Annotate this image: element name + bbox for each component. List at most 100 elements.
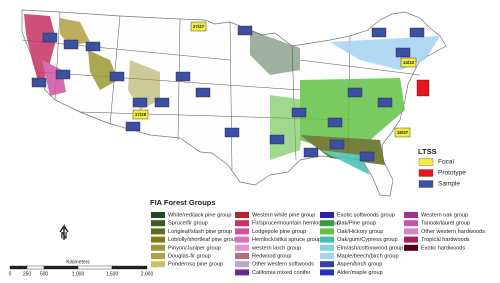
legend-swatch <box>151 212 165 218</box>
sample-box <box>377 97 393 108</box>
legend-swatch <box>404 220 418 227</box>
legend-label: Oak/Pine group <box>337 221 376 227</box>
legend-label: Tanoak/laurel group <box>421 221 470 227</box>
legend-label: Fir/spruce/mountain hemlock group <box>252 221 340 227</box>
sample-box <box>154 97 170 108</box>
legend-swatch <box>235 212 249 218</box>
sample-boxes <box>31 25 430 162</box>
us-map <box>21 9 447 197</box>
legend-swatch <box>404 244 418 251</box>
legend-swatch <box>235 261 249 268</box>
legend-swatch <box>418 158 434 166</box>
legend-swatch <box>320 261 334 268</box>
legend-label: Western white pine group <box>252 212 315 218</box>
sample-box <box>291 107 307 118</box>
legend-swatch <box>418 180 434 188</box>
legend-label: Western oak group <box>421 212 468 218</box>
box-label: 17/28 <box>135 112 147 117</box>
sample-box <box>347 87 363 98</box>
legend-swatch <box>320 253 334 259</box>
legend-swatch <box>320 269 334 276</box>
legend-label: western larch group <box>251 245 301 251</box>
focal-box <box>132 109 149 120</box>
legend-swatch <box>151 220 165 227</box>
sample-box <box>63 39 79 50</box>
legend-swatch <box>235 220 249 227</box>
sample-box <box>371 27 387 38</box>
sample-box <box>409 27 425 38</box>
legend-swatch <box>235 269 249 276</box>
legend-title: FIA Forest Groups <box>150 198 216 207</box>
sample-box <box>224 127 240 138</box>
sample-box <box>85 41 101 52</box>
legend-label: Other western hardwoods <box>421 229 485 235</box>
legend-label: Exotic softwoods group <box>337 212 395 218</box>
sample-box <box>359 151 375 162</box>
scale-label: 0 <box>9 271 12 277</box>
legend-swatch <box>320 244 334 251</box>
legend-label: Focal <box>438 159 454 166</box>
scale-label: 500 <box>40 271 49 277</box>
scale-segment <box>43 265 79 270</box>
legend-label: California mixed conifer <box>252 270 311 276</box>
focal-box <box>190 21 207 32</box>
box-label: 27/27 <box>193 24 205 29</box>
focal-box <box>394 127 411 138</box>
scale-label: 2,000 <box>141 271 154 277</box>
scale-segment <box>111 265 148 270</box>
legend-label: Oak/Hickory group <box>337 229 383 235</box>
legend-label: Spruce/fir group <box>168 221 208 227</box>
focal-boxes: 27/27 14/32 17/28 16/37 <box>132 21 417 138</box>
legend-label: Other western softwoods <box>252 262 314 268</box>
legend-label: Oak/gum/Cypress group <box>337 237 398 243</box>
sample-box <box>237 25 253 36</box>
scale-label: 250 <box>23 271 32 277</box>
legend-swatch <box>235 244 249 251</box>
legend-swatch <box>151 261 165 268</box>
legend-label: White/red/jack pine group <box>168 212 231 218</box>
legend-swatch <box>320 228 334 235</box>
legend-swatch <box>404 236 418 243</box>
box-label: 14/32 <box>403 60 415 65</box>
legend-label: Douglas-fir group <box>168 253 211 259</box>
legend-swatch <box>418 169 434 177</box>
legend-label: Aspen/birch group <box>337 262 382 268</box>
sample-box <box>109 71 125 82</box>
legend-label: Exotic hardwoods <box>421 245 465 251</box>
sample-box <box>269 134 285 145</box>
north-arrow: N <box>59 223 69 240</box>
legend-swatch <box>151 244 165 251</box>
focal-box <box>400 57 417 68</box>
box-label: 16/37 <box>397 130 409 135</box>
forest-legend: FIA Forest Groups White/red/jack pine gro… <box>150 198 485 276</box>
legend-label: Sample <box>438 181 460 188</box>
legend-swatch <box>151 253 165 259</box>
scale-segment <box>9 265 28 270</box>
legend-swatch <box>320 212 334 218</box>
sample-box <box>329 139 345 150</box>
legend-label: Loblolly/shortleaf pine group <box>168 237 238 243</box>
sample-box <box>55 69 71 80</box>
scale-segment <box>77 265 113 270</box>
legend-label: Maple/beech/birch group <box>337 253 399 259</box>
sample-box <box>195 87 211 98</box>
legend-label: Longleaf/slash pine group <box>168 229 232 235</box>
legend-label: Ponderosa pine group <box>168 262 223 268</box>
legend-swatch <box>320 236 334 243</box>
sample-box <box>42 32 58 43</box>
legend-swatch <box>235 236 249 243</box>
legend-swatch <box>235 253 249 259</box>
sample-box <box>175 71 191 82</box>
sample-box <box>132 97 148 108</box>
sample-box <box>395 47 411 58</box>
legend-label: Hemlock/sitka spruce group <box>252 237 321 243</box>
sample-box <box>31 77 47 88</box>
sample-box <box>327 117 343 128</box>
scale-bar: Kilometers 0 250 500 1,000 1,500 2,000 <box>9 259 154 277</box>
legend-label: Redwood group <box>252 253 292 259</box>
prototype-box <box>416 79 430 97</box>
scale-unit: Kilometers <box>66 259 90 265</box>
legend-swatch <box>320 220 334 227</box>
